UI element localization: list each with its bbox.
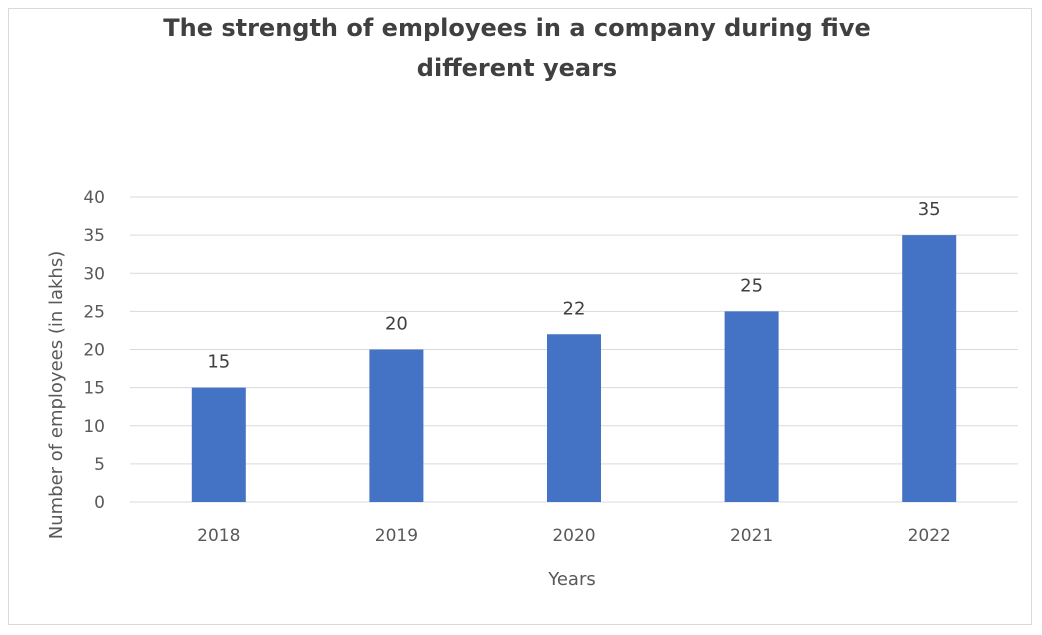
- x-tick-label: 2019: [375, 526, 418, 546]
- y-axis-ticks: 0 5 10 15 20 25 30 35 40: [83, 188, 105, 513]
- y-tick-label: 20: [83, 341, 105, 361]
- y-tick-label: 10: [83, 417, 105, 437]
- bars: [191, 235, 957, 502]
- bar: [547, 334, 601, 502]
- chart-frame: [8, 8, 1032, 625]
- data-label: 22: [563, 298, 586, 319]
- y-tick-label: 30: [83, 264, 105, 284]
- bar: [902, 235, 957, 502]
- x-tick-label: 2022: [908, 526, 951, 546]
- chart-title-line-1: The strength of employees in a company d…: [163, 14, 871, 42]
- y-tick-label: 0: [94, 493, 105, 513]
- chart-title-line-2: different years: [416, 54, 618, 82]
- x-tick-label: 2021: [730, 526, 773, 546]
- bar: [724, 311, 779, 502]
- chart-title: The strength of employees in a company d…: [0, 8, 1034, 88]
- data-labels: 15 20 22 25 35: [207, 199, 940, 373]
- y-tick-label: 25: [83, 302, 105, 322]
- x-axis-title: Years: [547, 569, 596, 590]
- data-label: 15: [207, 352, 230, 373]
- x-tick-label: 2020: [552, 526, 595, 546]
- bar: [369, 349, 424, 502]
- data-label: 20: [385, 314, 408, 335]
- x-tick-label: 2018: [197, 526, 240, 546]
- y-tick-label: 15: [83, 379, 105, 399]
- y-axis-title: Number of employees (in lakhs): [46, 251, 67, 539]
- data-label: 25: [740, 275, 763, 296]
- y-tick-label: 35: [83, 226, 105, 246]
- y-tick-label: 40: [83, 188, 105, 208]
- y-tick-label: 5: [94, 455, 105, 475]
- bar: [191, 387, 246, 502]
- data-label: 35: [918, 199, 941, 220]
- x-axis-ticks: 2018 2019 2020 2021 2022: [197, 526, 951, 546]
